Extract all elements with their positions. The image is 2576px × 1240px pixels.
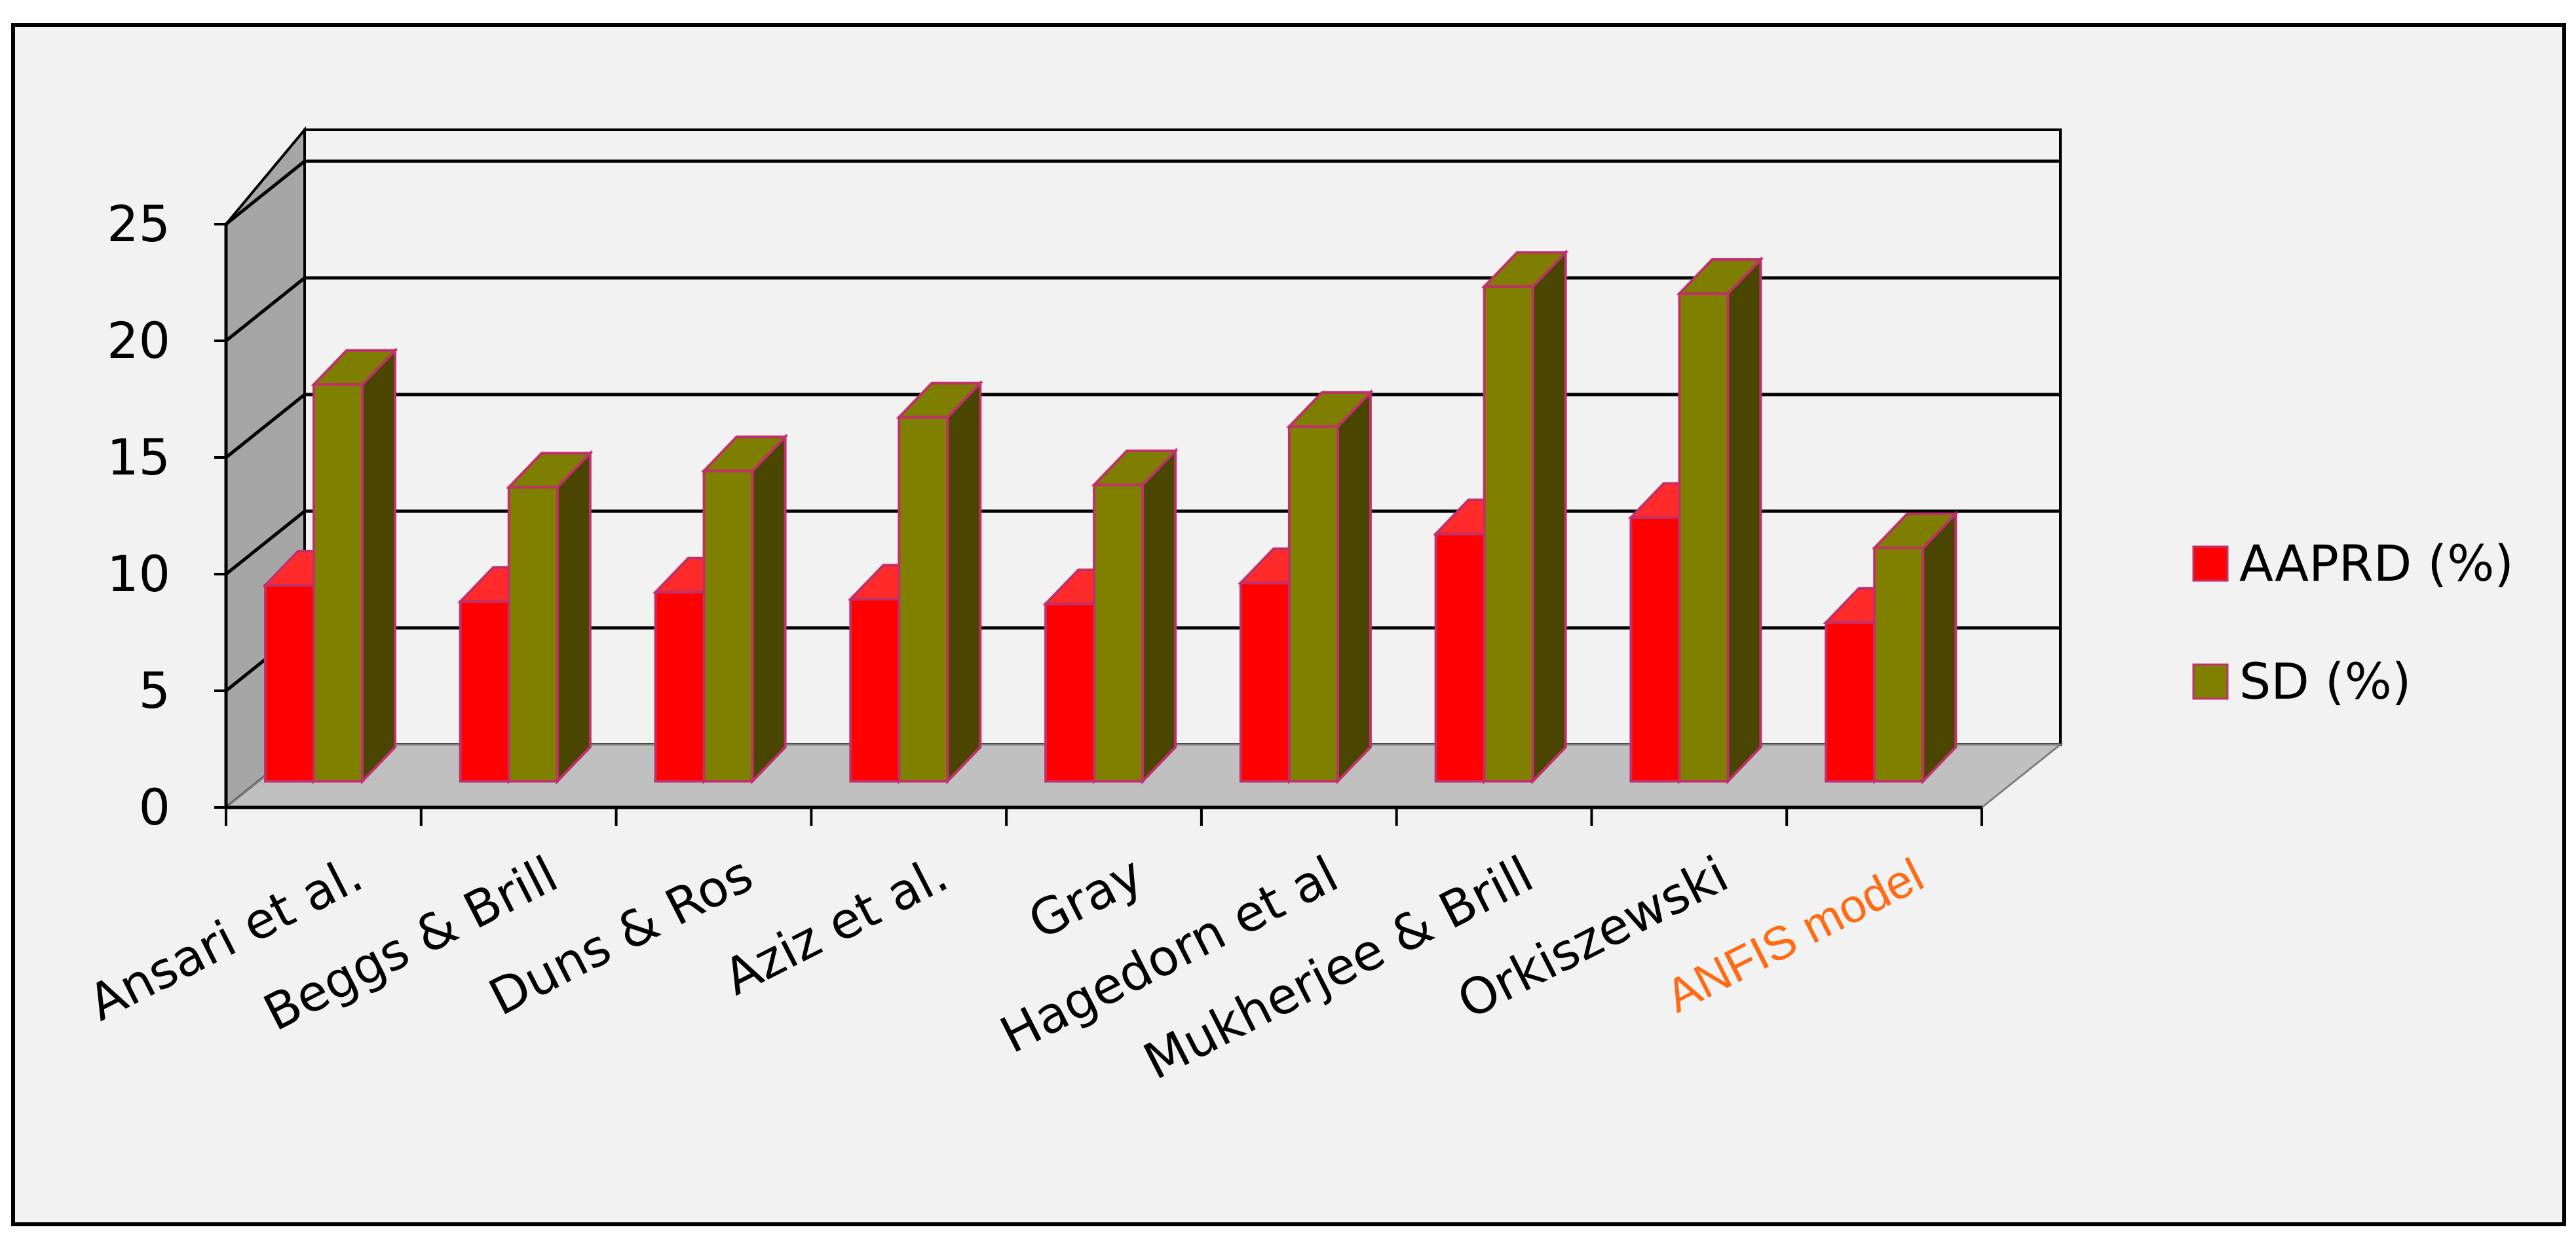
bar-front (849, 598, 901, 783)
bar-side (946, 379, 982, 785)
bar-side (1922, 511, 1958, 785)
bar-front (702, 469, 754, 783)
bar-side (1336, 389, 1372, 785)
bar-front (1239, 581, 1291, 783)
bar-sd (1871, 511, 1959, 785)
y-tick-label: 25 (107, 195, 170, 253)
bar-side (1531, 249, 1567, 785)
bar-front (264, 583, 315, 783)
bar-front (654, 591, 706, 783)
y-tick-label: 10 (107, 545, 170, 603)
bar-side (556, 450, 592, 785)
bar-front (898, 416, 949, 783)
bar-sd (1676, 256, 1764, 785)
gridline (225, 159, 2060, 225)
bar-side (1141, 447, 1177, 785)
bar-side (361, 347, 396, 785)
bar-sd (1091, 447, 1179, 785)
bar-sd (1286, 389, 1374, 785)
y-tick-label: 0 (139, 778, 170, 836)
bar-side (751, 433, 787, 785)
legend-swatch (2192, 663, 2229, 700)
legend: AAPRD (%) SD (%) (2192, 534, 2514, 710)
gridline (225, 393, 2060, 459)
y-tick-label: 20 (107, 311, 170, 370)
y-axis: 0 5 10 15 20 25 (107, 195, 226, 836)
bar-front (1434, 532, 1486, 783)
legend-swatch (2192, 545, 2229, 582)
bar-sd (896, 379, 984, 785)
y-tick-label: 5 (139, 661, 170, 720)
bar-front (1678, 292, 1730, 783)
bar-sd (1481, 249, 1569, 785)
bar-front (1044, 602, 1096, 783)
bar-side (1726, 256, 1762, 785)
bar-sd (700, 433, 789, 785)
bar-front (507, 486, 559, 783)
bar-front (1825, 621, 1876, 783)
bar-sd (311, 347, 398, 785)
bar-front (1629, 516, 1681, 783)
bar-front (459, 600, 510, 783)
bar-front (1093, 483, 1145, 783)
bar-sd (506, 450, 594, 785)
legend-label: AAPRD (%) (2239, 534, 2514, 592)
bar-front (1483, 285, 1534, 783)
bar-group (262, 249, 1959, 785)
bar-front (1873, 547, 1925, 783)
legend-label: SD (%) (2239, 652, 2411, 710)
bar-front (1287, 425, 1339, 783)
y-tick-label: 15 (107, 428, 170, 486)
gridline (225, 276, 2060, 342)
bar-front (313, 383, 364, 783)
